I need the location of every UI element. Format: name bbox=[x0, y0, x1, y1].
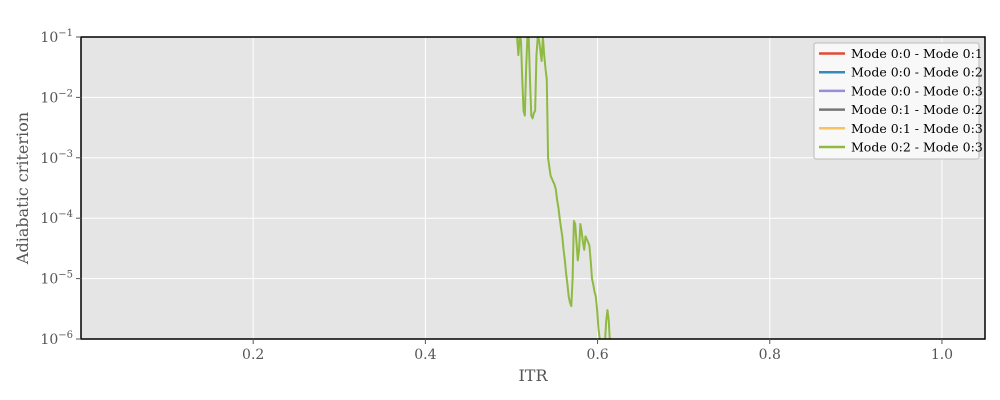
x-axis-ticks: 0.2 0.4 0.6 0.8 1.0 bbox=[242, 339, 953, 363]
x-tick-label: 0.6 bbox=[586, 347, 608, 363]
x-tick-label: 0.8 bbox=[759, 347, 781, 363]
y-tick-exponent: −2 bbox=[58, 88, 73, 99]
y-tick-exponent: −4 bbox=[58, 209, 73, 220]
legend-box bbox=[813, 42, 980, 160]
legend-label: Mode 0:2 - Mode 0:3 bbox=[851, 140, 983, 155]
y-tick-label: 10−2 bbox=[40, 88, 73, 106]
y-axis-ticks: 10−610−510−410−310−210−1 bbox=[40, 28, 81, 348]
legend-label: Mode 0:0 - Mode 0:1 bbox=[851, 46, 983, 61]
series-line bbox=[516, 37, 611, 339]
legend-label: Mode 0:1 - Mode 0:3 bbox=[851, 121, 983, 136]
y-tick-label: 10−4 bbox=[40, 209, 73, 227]
y-tick-label: 10−3 bbox=[40, 149, 73, 167]
legend-label: Mode 0:1 - Mode 0:2 bbox=[851, 102, 983, 117]
y-tick-base: 10 bbox=[40, 90, 58, 106]
y-tick-label: 10−6 bbox=[40, 330, 73, 348]
x-tick-label: 1.0 bbox=[931, 347, 953, 363]
y-tick-exponent: −6 bbox=[58, 330, 73, 341]
x-axis-title: ITR bbox=[518, 366, 548, 385]
y-axis-title: Adiabatic criterion bbox=[13, 112, 32, 265]
y-tick-exponent: −3 bbox=[58, 149, 73, 160]
x-tick-label: 0.2 bbox=[242, 347, 264, 363]
x-tick-label: 0.4 bbox=[414, 347, 436, 363]
y-tick-label: 10−1 bbox=[40, 28, 73, 46]
y-tick-label: 10−5 bbox=[40, 270, 73, 288]
plot-frame bbox=[80, 36, 986, 340]
legend-label: Mode 0:0 - Mode 0:3 bbox=[851, 83, 983, 98]
y-tick-base: 10 bbox=[40, 211, 58, 227]
y-tick-exponent: −1 bbox=[58, 28, 73, 39]
y-tick-base: 10 bbox=[40, 272, 58, 288]
y-tick-base: 10 bbox=[40, 332, 58, 348]
y-tick-exponent: −5 bbox=[58, 270, 73, 281]
legend-label: Mode 0:0 - Mode 0:2 bbox=[851, 65, 983, 80]
y-tick-base: 10 bbox=[40, 151, 58, 167]
y-tick-base: 10 bbox=[40, 30, 58, 46]
legend: Mode 0:0 - Mode 0:1 Mode 0:0 - Mode 0:2 Mo… bbox=[813, 42, 983, 160]
series-lines bbox=[516, 37, 611, 339]
